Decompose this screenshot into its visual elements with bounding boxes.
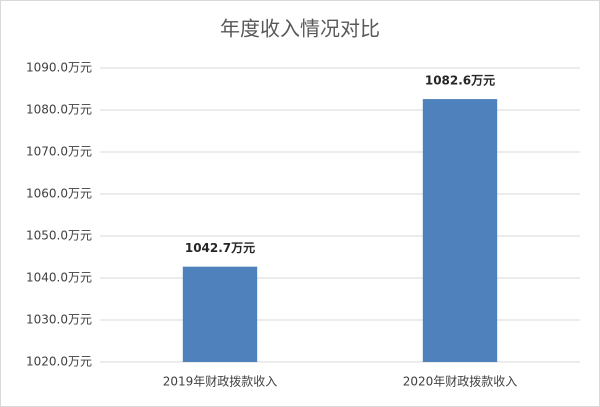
value-label: 1042.7万元 — [185, 241, 255, 255]
y-tick-label: 1040.0万元 — [26, 271, 92, 285]
bar — [182, 266, 258, 362]
y-tick-label: 1050.0万元 — [26, 229, 92, 243]
x-tick-label: 2019年财政拨款收入 — [163, 375, 278, 389]
y-tick-label: 1030.0万元 — [26, 313, 92, 327]
y-tick-label: 1070.0万元 — [26, 145, 92, 159]
y-tick-label: 1090.0万元 — [26, 61, 92, 75]
value-label: 1082.6万元 — [425, 74, 495, 88]
bar — [422, 99, 498, 362]
chart-title: 年度收入情况对比 — [220, 17, 380, 41]
y-tick-label: 1080.0万元 — [26, 103, 92, 117]
y-tick-label: 1060.0万元 — [26, 187, 92, 201]
x-tick-label: 2020年财政拨款收入 — [403, 375, 518, 389]
y-tick-label: 1020.0万元 — [26, 355, 92, 369]
